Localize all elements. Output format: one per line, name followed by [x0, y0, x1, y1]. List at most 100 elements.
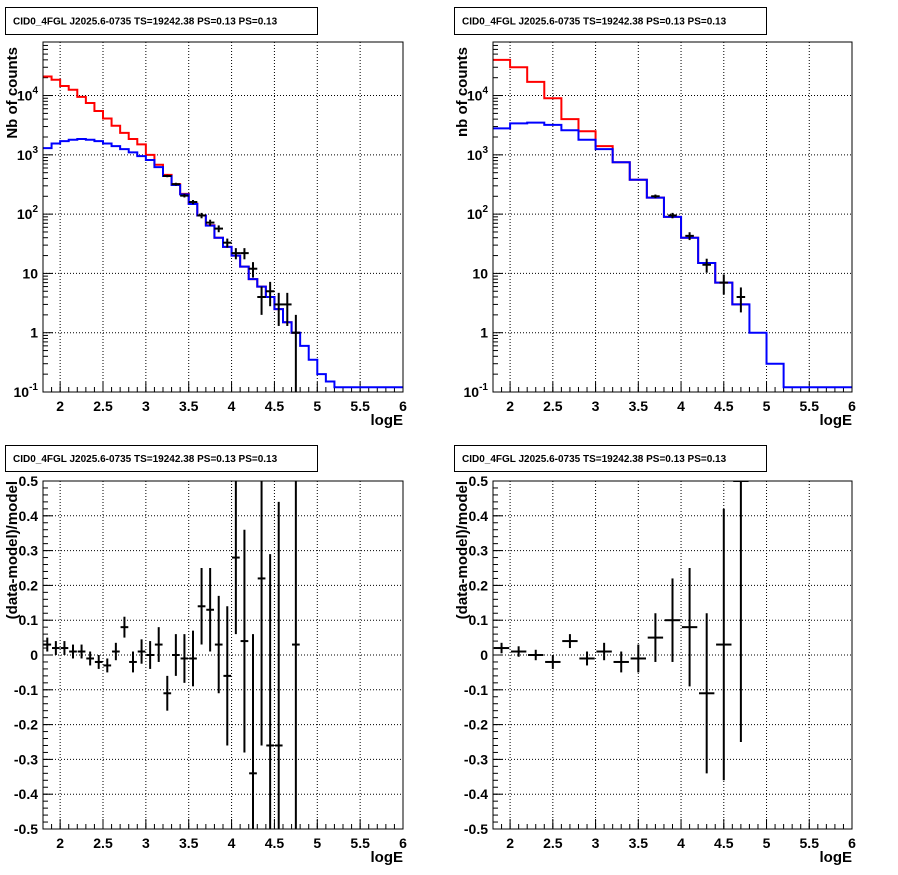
chart-title: CID0_4FGL J2025.6-0735 TS=19242.38 PS=0.… [13, 454, 278, 465]
x-tick-label: 2.5 [93, 835, 113, 851]
x-tick-label: 4.5 [714, 835, 734, 851]
x-tick-label: 4.5 [265, 835, 285, 851]
x-axis-title: logE [820, 849, 853, 866]
y-axis-title: (data-model)/model [454, 481, 471, 619]
y-tick-label: -0.3 [464, 751, 488, 767]
x-tick-label: 5 [313, 835, 321, 851]
x-tick-label: 4.5 [714, 398, 734, 414]
x-axis-title: logE [820, 412, 853, 429]
x-tick-label: 3.5 [179, 398, 199, 414]
y-tick-label: 0.3 [19, 543, 39, 559]
x-tick-label: 5.5 [350, 835, 370, 851]
x-tick-label: 2 [506, 398, 514, 414]
y-tick-label: -0.2 [464, 717, 488, 733]
x-tick-label: 5 [313, 398, 321, 414]
plot-frame [492, 41, 853, 393]
x-tick-label: 2 [506, 835, 514, 851]
y-tick-label: 104 [467, 86, 489, 104]
chart-title: CID0_4FGL J2025.6-0735 TS=19242.38 PS=0.… [462, 454, 727, 465]
y-tick-label: 1 [30, 325, 38, 341]
chart-panel-3: 2 2.5 3 3.5 4 4.5 5 5.5 6 -0.5 -0.4 -0.3 -0.2 -0.1 0 0.… [4, 445, 407, 866]
y-tick-label: 0 [480, 647, 488, 663]
x-tick-label: 6 [848, 398, 856, 414]
x-tick-label: 5.5 [350, 398, 370, 414]
chart-title: CID0_4FGL J2025.6-0735 TS=19242.38 PS=0.… [13, 17, 278, 28]
x-tick-label: 3.5 [629, 398, 649, 414]
chart-panel-2: 2 2.5 3 3.5 4 4.5 5 5.5 6 10-1 1 10 102 103 104 logE nb … [454, 7, 856, 429]
y-tick-label: 102 [17, 204, 39, 222]
y-tick-label: 0.4 [469, 508, 489, 524]
title-box [5, 7, 318, 35]
histogram-series-2 [493, 121, 852, 389]
y-tick-label: -0.3 [14, 751, 38, 767]
x-tick-label: 5 [763, 835, 771, 851]
y-tick-label: 0.1 [19, 612, 39, 628]
plot-frame [42, 480, 404, 830]
x-tick-label: 3 [142, 835, 150, 851]
title-box [454, 445, 767, 472]
y-tick-label: 0.2 [469, 577, 489, 593]
y-tick-label: -0.5 [464, 821, 488, 837]
y-tick-label: 10-1 [464, 382, 489, 400]
x-tick-label: 6 [399, 835, 407, 851]
plot-frame [42, 41, 404, 393]
x-tick-label: 2.5 [543, 398, 563, 414]
y-tick-label: -0.2 [14, 717, 38, 733]
title-box [454, 7, 767, 35]
y-tick-label: 0.4 [19, 508, 39, 524]
x-tick-label: 5.5 [800, 398, 820, 414]
x-tick-label: 3 [592, 398, 600, 414]
plot-area [43, 75, 403, 392]
y-tick-label: 0.5 [469, 473, 489, 489]
title-box [5, 445, 318, 472]
y-tick-label: 0.2 [19, 577, 39, 593]
y-axis-title: nb of counts [454, 47, 471, 137]
y-tick-label: 0.5 [19, 473, 39, 489]
x-axis-title: logE [371, 849, 404, 866]
x-tick-label: 5.5 [800, 835, 820, 851]
x-tick-label: 3 [592, 835, 600, 851]
x-tick-label: 4 [677, 835, 685, 851]
y-tick-label: 104 [17, 86, 39, 104]
y-tick-label: -0.1 [464, 682, 488, 698]
y-tick-label: 10-1 [14, 382, 39, 400]
histogram-series-1 [493, 58, 750, 306]
x-tick-label: 4 [228, 835, 236, 851]
y-tick-label: -0.4 [14, 786, 38, 802]
x-tick-label: 4 [677, 398, 685, 414]
x-tick-label: 6 [848, 835, 856, 851]
x-tick-label: 6 [399, 398, 407, 414]
x-tick-label: 2.5 [93, 398, 113, 414]
y-axis-title: Nb of counts [4, 47, 21, 139]
y-tick-label: 102 [467, 204, 489, 222]
y-tick-label: 0 [30, 647, 38, 663]
x-axis-title: logE [371, 412, 404, 429]
chart-panel-1: 2 2.5 3 3.5 4 4.5 5 5.5 6 10-1 1 10 102 103 104 logE Nb … [4, 7, 407, 429]
chart-title: CID0_4FGL J2025.6-0735 TS=19242.38 PS=0.… [462, 17, 727, 28]
x-tick-label: 2 [56, 835, 64, 851]
y-tick-label: 103 [17, 145, 39, 163]
plot-area [43, 481, 300, 829]
plot-area [493, 481, 749, 781]
y-tick-label: -0.1 [14, 682, 38, 698]
y-tick-label: -0.5 [14, 821, 38, 837]
y-tick-label: 0.3 [469, 543, 489, 559]
chart-panel-4: 2 2.5 3 3.5 4 4.5 5 5.5 6 -0.5 -0.4 -0.3 -0.2 -0.1 0 0.… [454, 445, 856, 866]
y-tick-label: 103 [467, 145, 489, 163]
y-tick-label: 10 [472, 265, 488, 281]
plot-frame [492, 480, 853, 830]
x-tick-label: 2.5 [543, 835, 563, 851]
x-tick-label: 4.5 [265, 398, 285, 414]
plot-area [493, 58, 852, 389]
x-tick-label: 2 [56, 398, 64, 414]
x-tick-label: 5 [763, 398, 771, 414]
histogram-series-2 [43, 137, 403, 389]
y-tick-label: 0.1 [469, 612, 489, 628]
y-axis-title: (data-model)/model [4, 481, 21, 619]
y-tick-label: -0.4 [464, 786, 488, 802]
y-tick-label: 1 [480, 325, 488, 341]
x-tick-label: 4 [228, 398, 236, 414]
y-tick-label: 10 [22, 265, 38, 281]
x-tick-label: 3.5 [629, 835, 649, 851]
